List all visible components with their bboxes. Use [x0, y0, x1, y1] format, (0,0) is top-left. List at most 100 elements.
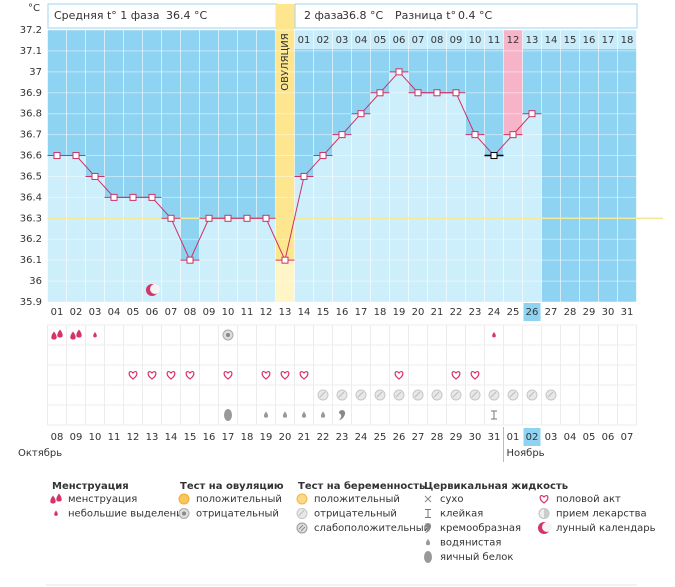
heart-icon [451, 370, 461, 380]
temp-column [104, 197, 124, 302]
date-label: 01 [507, 432, 520, 443]
temp-marker [91, 172, 99, 180]
test-icon [357, 391, 364, 398]
temp-column [427, 92, 447, 303]
heart-icon [223, 370, 233, 380]
legend-label: слабоположительный [314, 523, 430, 534]
temp-marker [186, 256, 194, 264]
legend-label: клейкая [440, 509, 483, 520]
date-label: 21 [298, 432, 311, 443]
y-tick-label: 37.1 [20, 46, 42, 57]
ovulation-column-lower [275, 260, 295, 302]
day-label: 25 [507, 307, 520, 318]
luteal-day-label: 17 [602, 35, 615, 46]
temp-column [180, 260, 200, 302]
fluid-icon [425, 509, 431, 518]
legend-label: положительный [314, 494, 400, 505]
temp-marker [53, 152, 61, 160]
legend-label: отрицательный [196, 509, 279, 520]
date-label: 02 [526, 432, 539, 443]
legend-label: прием лекарства [556, 509, 647, 520]
day-label: 05 [127, 307, 140, 318]
y-tick-label: 35.9 [20, 297, 42, 308]
day-label: 18 [374, 307, 387, 318]
test-icon [526, 389, 538, 401]
luteal-day-label: 18 [621, 35, 634, 46]
drop-icon [70, 331, 76, 340]
month-label: Октябрь [18, 448, 62, 459]
date-label: 25 [374, 432, 387, 443]
temp-marker [224, 214, 232, 222]
temp-column [47, 155, 67, 302]
day-label: 02 [70, 307, 83, 318]
luteal-day-label: 15 [564, 35, 577, 46]
drop-icon [54, 510, 58, 516]
phase1-box [47, 3, 278, 29]
legend-title: Менструация [52, 481, 129, 492]
date-label: 19 [260, 432, 273, 443]
luteal-day-label: 06 [393, 35, 406, 46]
legend-label: небольшие выделения [68, 509, 189, 520]
y-tick-label: 36.7 [20, 130, 42, 141]
fluid-icon [282, 411, 288, 418]
temp-marker [471, 131, 479, 139]
date-label: 23 [336, 432, 349, 443]
legend-label: половой акт [556, 494, 621, 505]
y-tick-label: 36.9 [20, 88, 42, 99]
heart-icon [470, 370, 480, 380]
pill-icon [544, 508, 549, 519]
test-icon [509, 391, 516, 398]
test-icon [182, 511, 186, 516]
test-icon [528, 391, 535, 398]
test-icon [431, 389, 443, 401]
fluid-icon [339, 410, 346, 420]
temp-column [199, 218, 219, 302]
date-label: 30 [469, 432, 482, 443]
test-icon [393, 389, 405, 401]
luteal-day-label: 08 [431, 35, 444, 46]
day-label: 09 [203, 307, 216, 318]
day-label: 23 [469, 307, 482, 318]
day-label: 15 [317, 307, 330, 318]
temp-column [256, 218, 276, 302]
temp-marker [129, 193, 137, 201]
fluid-icon [491, 410, 497, 420]
date-label: 09 [70, 432, 83, 443]
date-label: 20 [279, 432, 292, 443]
date-label: 29 [450, 432, 463, 443]
legend-label: лунный календарь [556, 523, 656, 534]
test-icon [338, 391, 345, 398]
heart-icon [280, 370, 290, 380]
date-label: 17 [222, 432, 235, 443]
diff-value: 0.4 °C [458, 9, 492, 22]
legend-title: Цервикальная жидкость [424, 481, 568, 492]
date-label: 13 [146, 432, 159, 443]
day-label: 01 [51, 307, 64, 318]
test-icon [178, 493, 190, 505]
temp-column [85, 176, 105, 302]
today-cell [523, 303, 541, 321]
diff-label: Разница t° [395, 9, 456, 22]
highlight-column [503, 30, 523, 135]
date-label: 08 [51, 432, 64, 443]
drop-icon [492, 332, 496, 338]
y-tick-label: 36 [29, 276, 42, 287]
ovulation-label: ОВУЛЯЦИЯ [280, 33, 291, 91]
temp-column [389, 71, 409, 302]
temp-column [484, 155, 504, 302]
date-label: 10 [89, 432, 102, 443]
date-label: 16 [203, 432, 216, 443]
drop-icon [57, 329, 63, 338]
luteal-day-label: 02 [317, 35, 330, 46]
luteal-day-label: 11 [488, 35, 501, 46]
temp-marker [452, 89, 460, 97]
y-tick-label: 37 [29, 67, 42, 78]
temp-marker [414, 89, 422, 97]
temp-marker [490, 152, 498, 160]
day-label: 08 [184, 307, 197, 318]
temp-column [161, 218, 181, 302]
luteal-day-label: 03 [336, 35, 349, 46]
date-label: 22 [317, 432, 330, 443]
temp-marker [148, 193, 156, 201]
